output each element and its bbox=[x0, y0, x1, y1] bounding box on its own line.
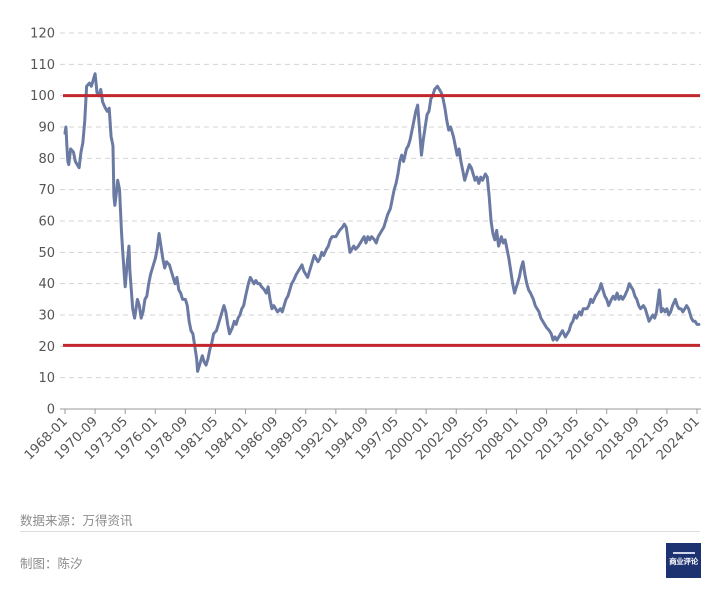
logo-text: 商业评论 bbox=[669, 557, 698, 566]
data-source-note: 数据来源：万得资讯 bbox=[20, 513, 133, 528]
series-line bbox=[63, 72, 701, 373]
y-tick-label: 10 bbox=[38, 371, 55, 386]
y-tick-label: 50 bbox=[38, 246, 55, 261]
x-axis: 1968-011970-091973-051976-011978-091981-… bbox=[22, 408, 703, 463]
logo-mark bbox=[672, 552, 695, 554]
chart-credit: 制图：陈汐 bbox=[20, 556, 83, 571]
publisher-logo: 商业评论 bbox=[666, 543, 701, 578]
y-tick-label: 100 bbox=[30, 89, 55, 104]
gridlines bbox=[60, 32, 701, 379]
reference-lines bbox=[63, 94, 700, 347]
line-chart: 0 10 20 30 40 50 60 70 80 90 100 110 120 1968-011970… bbox=[22, 27, 703, 464]
y-tick-label: 90 bbox=[38, 121, 55, 136]
y-tick-label: 0 bbox=[47, 403, 55, 418]
series bbox=[63, 72, 701, 373]
y-tick-label: 110 bbox=[30, 58, 55, 73]
y-tick-label: 30 bbox=[38, 309, 55, 324]
y-tick-label: 70 bbox=[38, 183, 55, 198]
y-tick-label: 60 bbox=[38, 215, 55, 230]
y-tick-label: 40 bbox=[38, 277, 55, 292]
y-tick-label: 80 bbox=[38, 152, 55, 167]
y-tick-label: 120 bbox=[30, 27, 55, 42]
footer-divider bbox=[20, 531, 700, 532]
y-axis: 0 10 20 30 40 50 60 70 80 90 100 110 120 bbox=[30, 27, 55, 418]
y-tick-label: 20 bbox=[38, 340, 55, 355]
